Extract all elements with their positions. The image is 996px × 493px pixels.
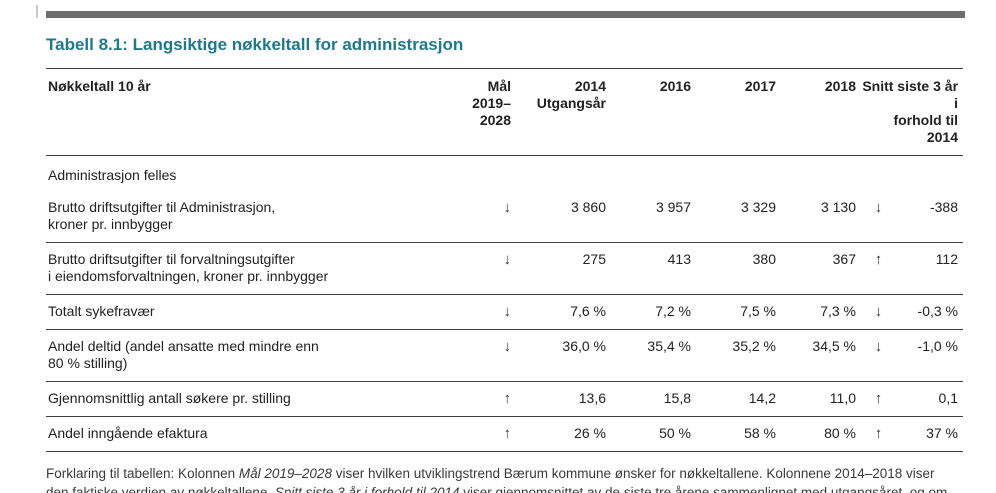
table-row: Brutto driftsutgifter til Administrasjon… [46,191,964,243]
page-edge-mark [36,5,38,18]
row-label: Brutto driftsutgifter til forvaltningsut… [46,242,446,295]
goal-trend-arrow-icon: ↓ [446,329,516,382]
table-block: Tabell 8.1: Langsiktige nøkkeltall for a… [46,34,965,493]
column-header-2014: 2014 Utgangsår [516,68,611,156]
table-header-row: Nøkkeltall 10 år Mål 2019–2028 2014 Utga… [46,68,964,156]
value-2018: 11,0 [781,381,861,417]
value-2017: 380 [696,242,781,295]
goal-trend-arrow-icon: ↓ [446,191,516,243]
value-2016: 50 % [611,416,696,452]
column-header-2018: 2018 [781,68,861,156]
table-row: Brutto driftsutgifter til forvaltningsut… [46,242,964,295]
section-row: Administrasjon felles [46,156,963,192]
goal-trend-arrow-icon: ↑ [446,381,516,417]
result-trend-arrow-icon: ↓ [861,191,896,243]
column-header-2017: 2017 [696,68,781,156]
value-2014: 26 % [516,416,611,452]
row-label: Gjennomsnittlig antall søkere pr. stilli… [46,381,446,417]
value-2017: 58 % [696,416,781,452]
value-2017: 14,2 [696,381,781,417]
column-header-indicator: Nøkkeltall 10 år [46,68,446,156]
footnote-column-reference: Mål 2019–2028 [238,466,332,481]
table-row: Andel deltid (andel ansatte med mindre e… [46,329,964,382]
value-2018: 7,3 % [781,294,861,330]
value-2016: 15,8 [611,381,696,417]
value-snitt: -1,0 % [896,329,964,382]
value-2017: 7,5 % [696,294,781,330]
row-label: Andel deltid (andel ansatte med mindre e… [46,329,446,382]
result-trend-arrow-icon: ↑ [861,381,896,417]
result-trend-arrow-icon: ↑ [861,416,896,452]
table-top-accent-bar [46,11,965,18]
table-title: Tabell 8.1: Langsiktige nøkkeltall for a… [46,35,464,54]
value-2016: 35,4 % [611,329,696,382]
value-2014: 275 [516,242,611,295]
value-2018: 34,5 % [781,329,861,382]
table-footnote: Forklaring til tabellen: Kolonnen Mål 20… [46,464,954,493]
table-row: Totalt sykefravær ↓ 7,6 % 7,2 % 7,5 % 7,3 % ↓ -… [46,294,964,330]
value-2017: 3 329 [696,191,781,243]
value-2018: 367 [781,242,861,295]
value-2016: 7,2 % [611,294,696,330]
value-2017: 35,2 % [696,329,781,382]
goal-trend-arrow-icon: ↑ [446,416,516,452]
section-label: Administrasjon felles [48,167,177,183]
value-snitt: -388 [896,191,964,243]
goal-trend-arrow-icon: ↓ [446,242,516,295]
column-header-2016: 2016 [611,68,696,156]
value-2018: 3 130 [781,191,861,243]
kpi-table: Nøkkeltall 10 år Mål 2019–2028 2014 Utga… [46,68,964,452]
value-2014: 3 860 [516,191,611,243]
row-label: Brutto driftsutgifter til Administrasjon… [46,191,446,243]
value-snitt: -0,3 % [896,294,964,330]
value-2014: 36,0 % [516,329,611,382]
value-2014: 7,6 % [516,294,611,330]
footnote-text: viser gjennomsnittet av de siste tre åre… [463,485,948,493]
value-2016: 413 [611,242,696,295]
footnote-text: Forklaring til tabellen: Kolonnen [46,466,239,481]
column-header-goal: Mål 2019–2028 [446,68,516,156]
value-2016: 3 957 [611,191,696,243]
result-trend-arrow-icon: ↑ [861,242,896,295]
column-header-snitt: Snitt siste 3 år i forhold til 2014 [861,68,964,156]
value-2018: 80 % [781,416,861,452]
value-snitt: 0,1 [896,381,964,417]
value-snitt: 112 [896,242,964,295]
result-trend-arrow-icon: ↓ [861,329,896,382]
footnote-text: viser hvilken utviklingstrend Bærum komm… [46,466,935,493]
row-label: Totalt sykefravær [46,294,446,330]
table-row: Andel inngående efaktura ↑ 26 % 50 % 58 % 80 … [46,416,964,452]
value-snitt: 37 % [896,416,964,452]
result-trend-arrow-icon: ↓ [861,294,896,330]
row-label: Andel inngående efaktura [46,416,446,452]
footnote-column-reference: Snitt siste 3 år i forhold til 2014 [274,485,460,493]
table-row: Gjennomsnittlig antall søkere pr. stilli… [46,381,964,417]
goal-trend-arrow-icon: ↓ [446,294,516,330]
value-2014: 13,6 [516,381,611,417]
